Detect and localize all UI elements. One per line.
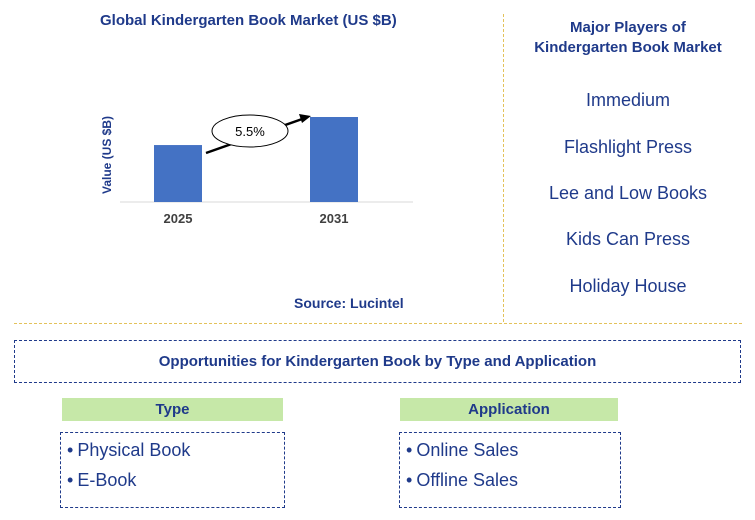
player-item: Lee and Low Books: [548, 183, 708, 203]
opportunities-banner: Opportunities for Kindergarten Book by T…: [14, 340, 741, 383]
bar-chart: Value (US $B) 2025 2031 5.5%: [100, 114, 413, 226]
player-item: Immedium: [585, 90, 670, 110]
player-item: Holiday House: [569, 276, 687, 296]
type-item: • Physical Book: [67, 435, 278, 465]
horizontal-divider: [14, 323, 742, 324]
bullet: •: [406, 440, 413, 460]
player-item: Kids Can Press: [565, 229, 691, 249]
x-tick-label: 2025: [164, 211, 193, 226]
type-item: • E-Book: [67, 465, 278, 495]
type-item-label: Physical Book: [77, 440, 191, 460]
type-header: Type: [62, 398, 283, 421]
bar-2031: [310, 117, 358, 202]
vertical-divider: [503, 14, 504, 322]
players-title: Major Players of Kindergarten Book Marke…: [510, 18, 746, 58]
application-list: • Online Sales • Offline Sales: [399, 432, 621, 508]
growth-ellipse: [211, 114, 289, 148]
application-item: • Offline Sales: [406, 465, 614, 495]
opportunities-title: Opportunities for Kindergarten Book by T…: [158, 353, 597, 370]
x-tick-label: 2031: [320, 211, 349, 226]
y-axis-label: Value (US $B): [100, 116, 114, 194]
players-title-line2: Kindergarten Book Market: [534, 39, 722, 56]
application-item: • Online Sales: [406, 435, 614, 465]
bar-2025: [154, 145, 202, 202]
application-item-label: Offline Sales: [416, 470, 519, 490]
application-item-label: Online Sales: [416, 440, 519, 460]
source-label: Source: Lucintel: [294, 295, 404, 311]
growth-annotation: 5.5%: [205, 114, 311, 155]
bullet: •: [406, 470, 413, 490]
type-list: • Physical Book • E-Book: [60, 432, 285, 508]
type-item-label: E-Book: [77, 470, 137, 490]
players-title-line1: Major Players of: [570, 19, 686, 36]
growth-arrowhead: [299, 114, 311, 123]
bullet: •: [67, 470, 74, 490]
application-header: Application: [400, 398, 618, 421]
bullet: •: [67, 440, 74, 460]
chart-title: Global Kindergarten Book Market (US $B): [100, 12, 397, 29]
player-item: Flashlight Press: [563, 137, 693, 157]
cagr-label: 5.5%: [235, 124, 265, 139]
